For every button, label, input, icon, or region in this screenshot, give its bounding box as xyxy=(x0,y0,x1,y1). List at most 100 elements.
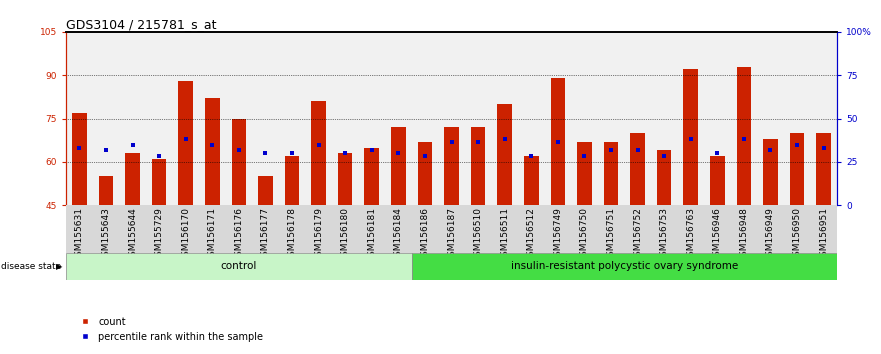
Bar xyxy=(359,205,385,253)
Text: control: control xyxy=(220,261,257,272)
Text: GSM156511: GSM156511 xyxy=(500,207,509,262)
Bar xyxy=(252,205,278,253)
Bar xyxy=(651,32,677,205)
Bar xyxy=(66,205,93,253)
Text: GSM156179: GSM156179 xyxy=(315,207,323,262)
Bar xyxy=(571,32,597,205)
Bar xyxy=(524,156,538,205)
Text: GSM156187: GSM156187 xyxy=(447,207,456,262)
Bar xyxy=(72,113,86,205)
Text: GSM156951: GSM156951 xyxy=(819,207,828,262)
Bar xyxy=(571,205,597,253)
Bar xyxy=(252,32,278,205)
Bar xyxy=(677,205,704,253)
Bar xyxy=(146,32,173,205)
Bar xyxy=(438,205,465,253)
Text: GSM156750: GSM156750 xyxy=(580,207,589,262)
Bar xyxy=(226,32,252,205)
Bar xyxy=(66,253,411,280)
Bar xyxy=(306,32,332,205)
Bar xyxy=(603,142,618,205)
Bar xyxy=(465,32,492,205)
Text: GSM156949: GSM156949 xyxy=(766,207,775,262)
Text: GSM155644: GSM155644 xyxy=(128,207,137,262)
Bar xyxy=(651,205,677,253)
Text: GSM156510: GSM156510 xyxy=(474,207,483,262)
Bar xyxy=(811,32,837,205)
Bar xyxy=(817,133,831,205)
Bar xyxy=(544,205,571,253)
Bar xyxy=(465,205,492,253)
Bar xyxy=(789,133,804,205)
Text: GSM156749: GSM156749 xyxy=(553,207,562,262)
Text: GSM155729: GSM155729 xyxy=(154,207,164,262)
Text: GSM156186: GSM156186 xyxy=(420,207,429,262)
Bar xyxy=(178,81,193,205)
Bar xyxy=(418,142,433,205)
Bar xyxy=(784,205,811,253)
Bar xyxy=(597,32,625,205)
Text: insulin-resistant polycystic ovary syndrome: insulin-resistant polycystic ovary syndr… xyxy=(511,261,738,272)
Legend: count, percentile rank within the sample: count, percentile rank within the sample xyxy=(71,313,267,346)
Bar xyxy=(518,32,544,205)
Bar xyxy=(146,205,173,253)
Bar xyxy=(704,32,730,205)
Text: GSM156181: GSM156181 xyxy=(367,207,376,262)
Bar xyxy=(232,119,246,205)
Bar xyxy=(757,32,784,205)
Bar xyxy=(757,205,784,253)
Text: GSM156177: GSM156177 xyxy=(261,207,270,262)
Bar xyxy=(551,78,565,205)
Bar xyxy=(311,101,326,205)
Bar xyxy=(470,127,485,205)
Bar xyxy=(199,205,226,253)
Bar xyxy=(99,176,114,205)
Text: GSM155643: GSM155643 xyxy=(101,207,110,262)
Bar xyxy=(763,139,778,205)
Bar xyxy=(710,156,725,205)
Bar xyxy=(93,205,119,253)
Text: GSM156184: GSM156184 xyxy=(394,207,403,262)
Bar xyxy=(784,32,811,205)
Text: GSM156948: GSM156948 xyxy=(739,207,749,262)
Bar xyxy=(438,32,465,205)
Bar xyxy=(518,205,544,253)
Bar xyxy=(306,205,332,253)
Bar xyxy=(199,32,226,205)
Bar xyxy=(737,67,751,205)
Bar xyxy=(385,32,411,205)
Text: GSM156751: GSM156751 xyxy=(606,207,616,262)
Bar xyxy=(597,205,625,253)
Text: GSM156763: GSM156763 xyxy=(686,207,695,262)
Bar xyxy=(492,32,518,205)
Bar xyxy=(119,32,146,205)
Bar xyxy=(359,32,385,205)
Bar xyxy=(278,32,306,205)
Bar xyxy=(811,205,837,253)
Bar xyxy=(332,205,359,253)
Bar xyxy=(173,205,199,253)
Bar xyxy=(152,159,167,205)
Bar xyxy=(338,153,352,205)
Bar xyxy=(625,205,651,253)
Bar xyxy=(119,205,146,253)
Bar xyxy=(365,148,379,205)
Bar xyxy=(411,205,438,253)
Text: GSM156180: GSM156180 xyxy=(341,207,350,262)
Bar xyxy=(285,156,300,205)
Bar xyxy=(332,32,359,205)
Bar xyxy=(444,127,459,205)
Text: GDS3104 / 215781_s_at: GDS3104 / 215781_s_at xyxy=(66,18,217,31)
Bar xyxy=(492,205,518,253)
Bar xyxy=(630,133,645,205)
Bar xyxy=(677,32,704,205)
Text: GSM156752: GSM156752 xyxy=(633,207,642,262)
Text: ▶: ▶ xyxy=(56,262,63,271)
Bar xyxy=(657,150,671,205)
Bar xyxy=(205,98,219,205)
Bar xyxy=(226,205,252,253)
Bar xyxy=(258,176,273,205)
Bar xyxy=(411,32,438,205)
Text: GSM156171: GSM156171 xyxy=(208,207,217,262)
Bar xyxy=(730,32,757,205)
